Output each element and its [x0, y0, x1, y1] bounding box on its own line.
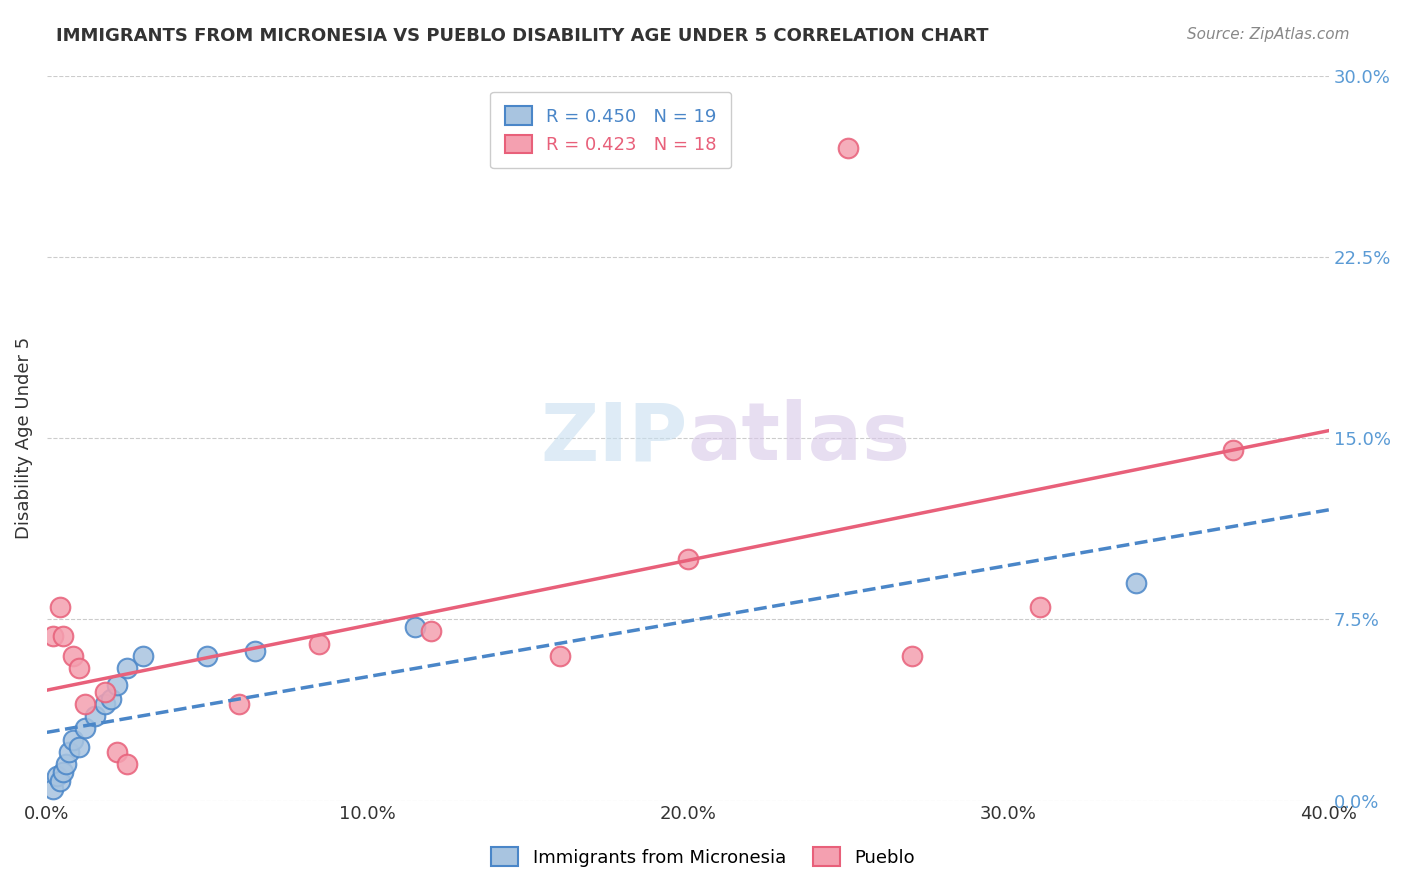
- Point: [48, 774, 70, 789]
- Point: [75, 721, 97, 735]
- Legend: Immigrants from Micronesia, Pueblo: Immigrants from Micronesia, Pueblo: [484, 840, 922, 874]
- Point: [93, 685, 115, 699]
- Point: [404, 619, 426, 633]
- Point: [837, 141, 859, 155]
- Point: [67, 661, 90, 675]
- Point: [93, 697, 115, 711]
- Point: [42, 781, 65, 796]
- Point: [115, 757, 138, 772]
- Point: [48, 600, 70, 615]
- Point: [62, 648, 84, 663]
- Text: Source: ZipAtlas.com: Source: ZipAtlas.com: [1187, 27, 1350, 42]
- Point: [58, 745, 80, 759]
- Point: [75, 697, 97, 711]
- Point: [245, 644, 267, 658]
- Point: [52, 764, 75, 779]
- Point: [105, 745, 128, 759]
- Point: [1029, 600, 1052, 615]
- Point: [105, 677, 128, 691]
- Point: [100, 692, 122, 706]
- Legend: R = 0.450   N = 19, R = 0.423   N = 18: R = 0.450 N = 19, R = 0.423 N = 18: [491, 92, 731, 169]
- Point: [195, 648, 218, 663]
- Point: [62, 733, 84, 747]
- Point: [228, 697, 250, 711]
- Point: [67, 740, 90, 755]
- Y-axis label: Disability Age Under 5: Disability Age Under 5: [15, 337, 32, 539]
- Point: [84, 709, 107, 723]
- Point: [52, 629, 75, 643]
- Point: [55, 757, 77, 772]
- Point: [115, 661, 138, 675]
- Point: [548, 648, 571, 663]
- Point: [901, 648, 924, 663]
- Point: [42, 629, 65, 643]
- Point: [676, 552, 699, 566]
- Text: IMMIGRANTS FROM MICRONESIA VS PUEBLO DISABILITY AGE UNDER 5 CORRELATION CHART: IMMIGRANTS FROM MICRONESIA VS PUEBLO DIS…: [56, 27, 988, 45]
- Point: [45, 769, 67, 783]
- Text: atlas: atlas: [688, 399, 911, 477]
- Point: [308, 636, 330, 650]
- Point: [1222, 443, 1244, 458]
- Point: [420, 624, 443, 639]
- Text: ZIP: ZIP: [540, 399, 688, 477]
- Point: [1125, 576, 1147, 591]
- Point: [132, 648, 155, 663]
